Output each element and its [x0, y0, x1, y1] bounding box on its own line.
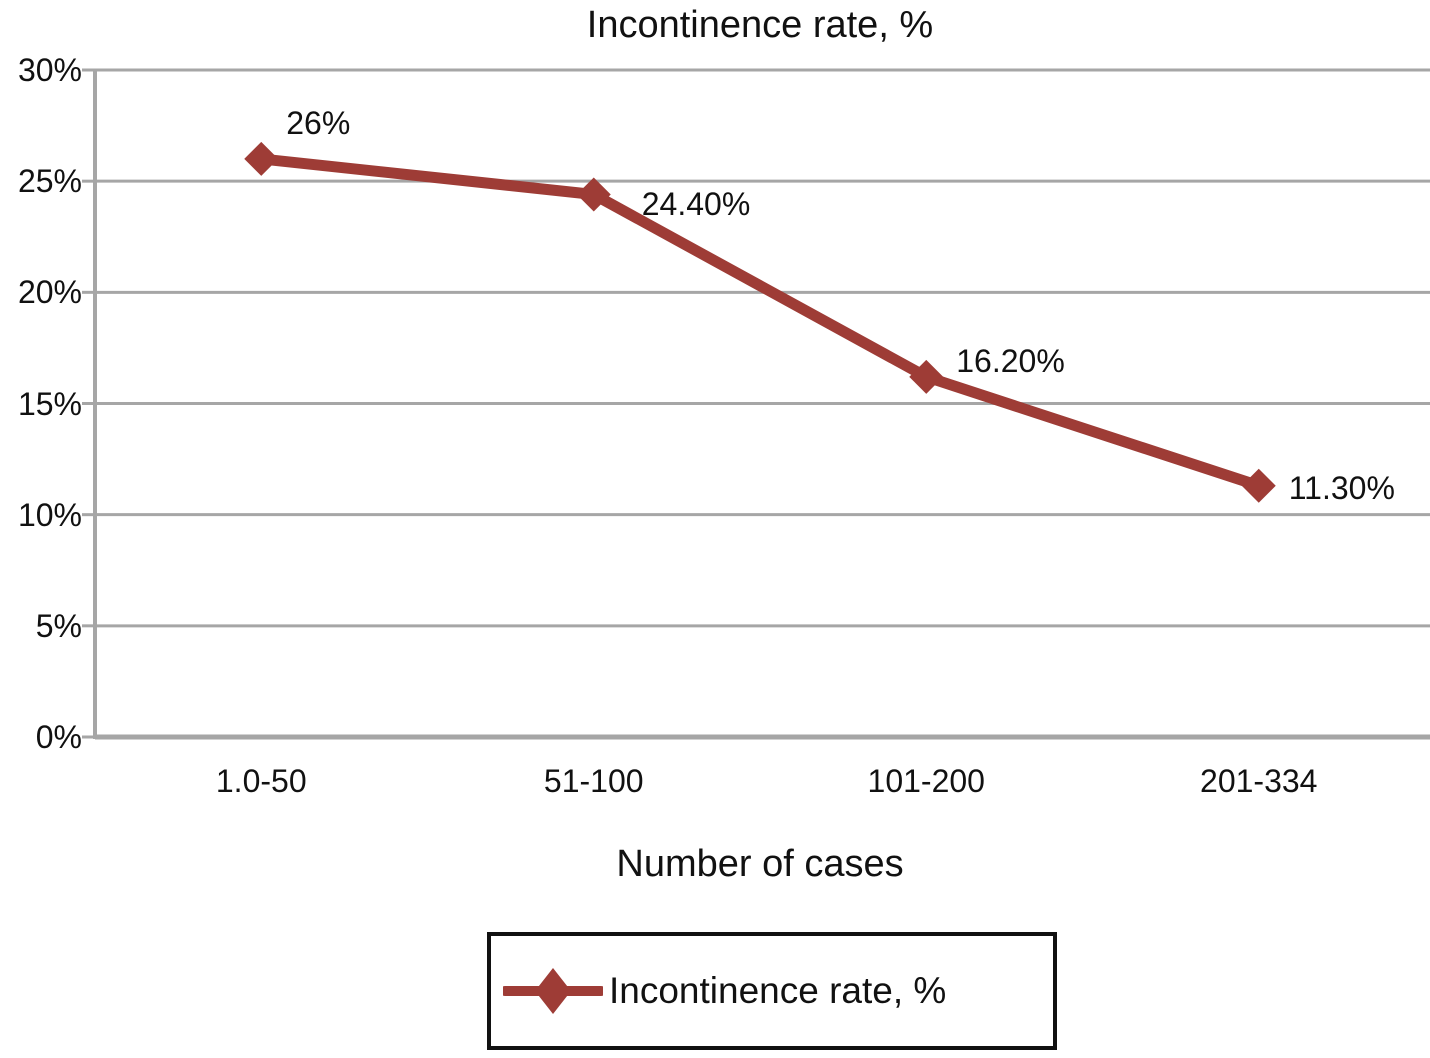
- x-category-label: 1.0-50: [215, 763, 307, 799]
- y-tick-label: 25%: [17, 163, 82, 200]
- legend-label: Incontinence rate, %: [609, 970, 947, 1011]
- series-line: [260, 153, 1261, 491]
- legend-line-marker-swatch: [503, 960, 603, 1022]
- x-category-label: 51-100: [543, 763, 644, 799]
- legend-diamond-marker: [535, 968, 571, 1014]
- line-plot: [82, 68, 1430, 740]
- data-label: 16.20%: [956, 342, 1065, 379]
- y-tick-label: 5%: [35, 607, 82, 644]
- legend: Incontinence rate, %: [487, 932, 1057, 1050]
- data-point-marker: [909, 359, 944, 394]
- x-axis-title: Number of cases: [616, 843, 904, 885]
- y-tick-label: 0%: [35, 719, 82, 755]
- data-label: 11.30%: [1288, 469, 1395, 506]
- x-category-label: 101-200: [867, 763, 985, 799]
- x-category-label: 201-334: [1200, 763, 1318, 799]
- y-tick-label: 30%: [17, 52, 82, 88]
- data-label: 24.40%: [641, 185, 751, 222]
- y-tick-label: 20%: [17, 274, 82, 311]
- data-label: 26%: [286, 104, 351, 141]
- y-tick-label: 10%: [17, 496, 82, 533]
- chart-title: Incontinence rate, %: [586, 4, 934, 46]
- y-tick-label: 15%: [17, 385, 82, 422]
- data-point-marker: [576, 177, 611, 212]
- data-point-marker: [244, 141, 279, 176]
- data-point-marker: [1241, 468, 1276, 503]
